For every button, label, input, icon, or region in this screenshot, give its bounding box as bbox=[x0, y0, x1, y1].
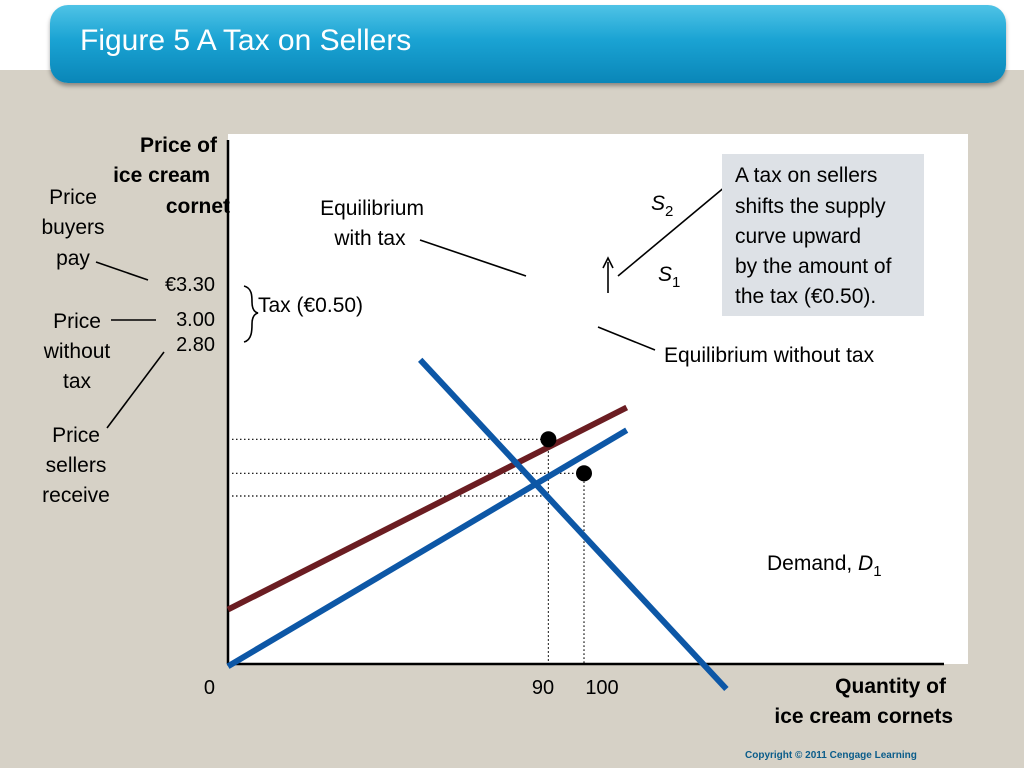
eq-with-tax-line-2: with tax bbox=[333, 227, 406, 250]
x-axis-label-line-2: ice cream cornets bbox=[774, 705, 953, 728]
price-without-tax-line-3: tax bbox=[63, 370, 92, 393]
y-axis-label-line-3: cornet bbox=[166, 195, 230, 218]
price-sellers-receive-line-2: sellers bbox=[46, 454, 107, 477]
origin-label: 0 bbox=[204, 677, 215, 699]
y-tick-2-80: 2.80 bbox=[176, 334, 215, 356]
price-buyers-pay-line-2: buyers bbox=[41, 216, 104, 239]
tax-brace bbox=[243, 285, 259, 343]
s1-curve bbox=[226, 427, 629, 669]
tax-label: Tax (€0.50) bbox=[258, 294, 363, 317]
eq-with-tax-line-1: Equilibrium bbox=[320, 197, 424, 220]
equilibrium-points bbox=[540, 431, 592, 482]
y-axis-label-line-1: Price of bbox=[140, 134, 218, 157]
equilibrium-point-1 bbox=[540, 431, 557, 448]
callout-box bbox=[722, 154, 924, 316]
price-sellers-receive-line-1: Price bbox=[52, 424, 100, 447]
y-tick-3-30: €3.30 bbox=[165, 274, 215, 296]
title-bar bbox=[50, 5, 1006, 83]
copyright-notice: Copyright © 2011 Cengage Learning bbox=[745, 750, 917, 761]
price-buyers-pay-line-3: pay bbox=[56, 247, 90, 270]
eq-without-tax-pointer bbox=[597, 326, 656, 351]
price-sellers-receive-line-3: receive bbox=[42, 484, 110, 507]
s2-label-pointer bbox=[617, 185, 727, 277]
callout-line-5: the tax (€0.50). bbox=[735, 285, 876, 308]
callout-line-4: by the amount of bbox=[735, 255, 892, 278]
y-axis-label-line-2: ice cream bbox=[113, 164, 210, 187]
eq-without-tax-label: Equilibrium without tax bbox=[664, 344, 875, 367]
s2-curve bbox=[226, 404, 629, 613]
page-title: Figure 5 A Tax on Sellers bbox=[80, 24, 412, 57]
x-tick-100: 100 bbox=[585, 677, 618, 699]
eq-with-tax-pointer bbox=[419, 239, 527, 277]
upward-arrow-icon bbox=[602, 256, 614, 269]
x-tick-90: 90 bbox=[532, 677, 554, 699]
callout-line-1: A tax on sellers bbox=[735, 164, 877, 187]
price-buyers-pay-line-1: Price bbox=[49, 186, 97, 209]
price-sellers-receive-pointer bbox=[106, 351, 165, 429]
callout-line-2: shifts the supply bbox=[735, 195, 886, 218]
demand-curve bbox=[418, 357, 729, 692]
s1-label: S1 bbox=[658, 263, 680, 291]
x-axis-label-line-1: Quantity of bbox=[835, 675, 947, 698]
equilibrium-point-2 bbox=[576, 465, 592, 482]
callout-line-3: curve upward bbox=[735, 225, 861, 248]
price-without-tax-line-2: without bbox=[43, 340, 111, 363]
price-buyers-pay-pointer bbox=[95, 261, 149, 281]
y-tick-3-00: 3.00 bbox=[176, 309, 215, 331]
demand-label: Demand, D1 bbox=[767, 552, 882, 580]
curves bbox=[226, 357, 729, 692]
s2-label: S2 bbox=[651, 192, 673, 220]
price-without-tax-line-1: Price bbox=[53, 310, 101, 333]
